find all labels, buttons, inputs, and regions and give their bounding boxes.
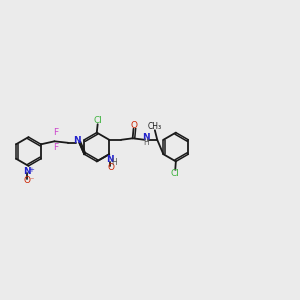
Text: O: O [107, 163, 115, 172]
Text: Cl: Cl [93, 116, 102, 125]
Text: F: F [53, 143, 58, 152]
Text: CH₃: CH₃ [148, 122, 162, 131]
Text: H: H [111, 158, 117, 167]
Text: ⁻: ⁻ [29, 175, 33, 184]
Text: F: F [53, 128, 58, 137]
Text: N: N [106, 155, 114, 164]
Text: +: + [28, 167, 34, 173]
Text: O: O [23, 176, 31, 185]
Text: Cl: Cl [171, 169, 180, 178]
Text: N: N [23, 167, 31, 176]
Text: N: N [74, 136, 81, 145]
Text: O: O [130, 121, 138, 130]
Text: H: H [143, 138, 149, 147]
Text: N: N [142, 133, 150, 142]
